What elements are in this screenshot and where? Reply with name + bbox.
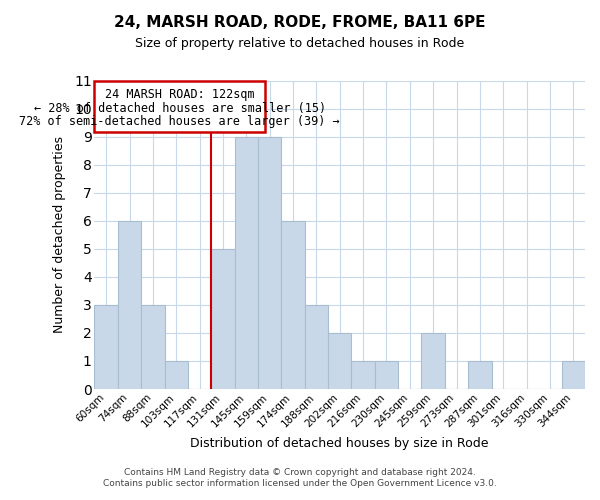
Bar <box>211 249 235 389</box>
Text: Size of property relative to detached houses in Rode: Size of property relative to detached ho… <box>136 38 464 51</box>
Bar <box>468 361 491 389</box>
Bar <box>305 305 328 389</box>
Text: 24, MARSH ROAD, RODE, FROME, BA11 6PE: 24, MARSH ROAD, RODE, FROME, BA11 6PE <box>114 15 486 30</box>
Text: 24 MARSH ROAD: 122sqm: 24 MARSH ROAD: 122sqm <box>105 88 254 102</box>
Bar <box>281 220 305 389</box>
Text: ← 28% of detached houses are smaller (15): ← 28% of detached houses are smaller (15… <box>34 102 326 114</box>
Bar <box>235 136 258 389</box>
Bar <box>258 136 281 389</box>
Bar <box>421 333 445 389</box>
Text: Contains HM Land Registry data © Crown copyright and database right 2024.
Contai: Contains HM Land Registry data © Crown c… <box>103 468 497 487</box>
Bar <box>375 361 398 389</box>
Bar <box>141 305 164 389</box>
FancyBboxPatch shape <box>94 80 265 132</box>
Bar <box>562 361 585 389</box>
Y-axis label: Number of detached properties: Number of detached properties <box>53 136 65 334</box>
Text: 72% of semi-detached houses are larger (39) →: 72% of semi-detached houses are larger (… <box>19 114 340 128</box>
Bar <box>118 220 141 389</box>
X-axis label: Distribution of detached houses by size in Rode: Distribution of detached houses by size … <box>190 437 489 450</box>
Bar <box>164 361 188 389</box>
Bar <box>94 305 118 389</box>
Bar <box>352 361 375 389</box>
Bar <box>328 333 352 389</box>
